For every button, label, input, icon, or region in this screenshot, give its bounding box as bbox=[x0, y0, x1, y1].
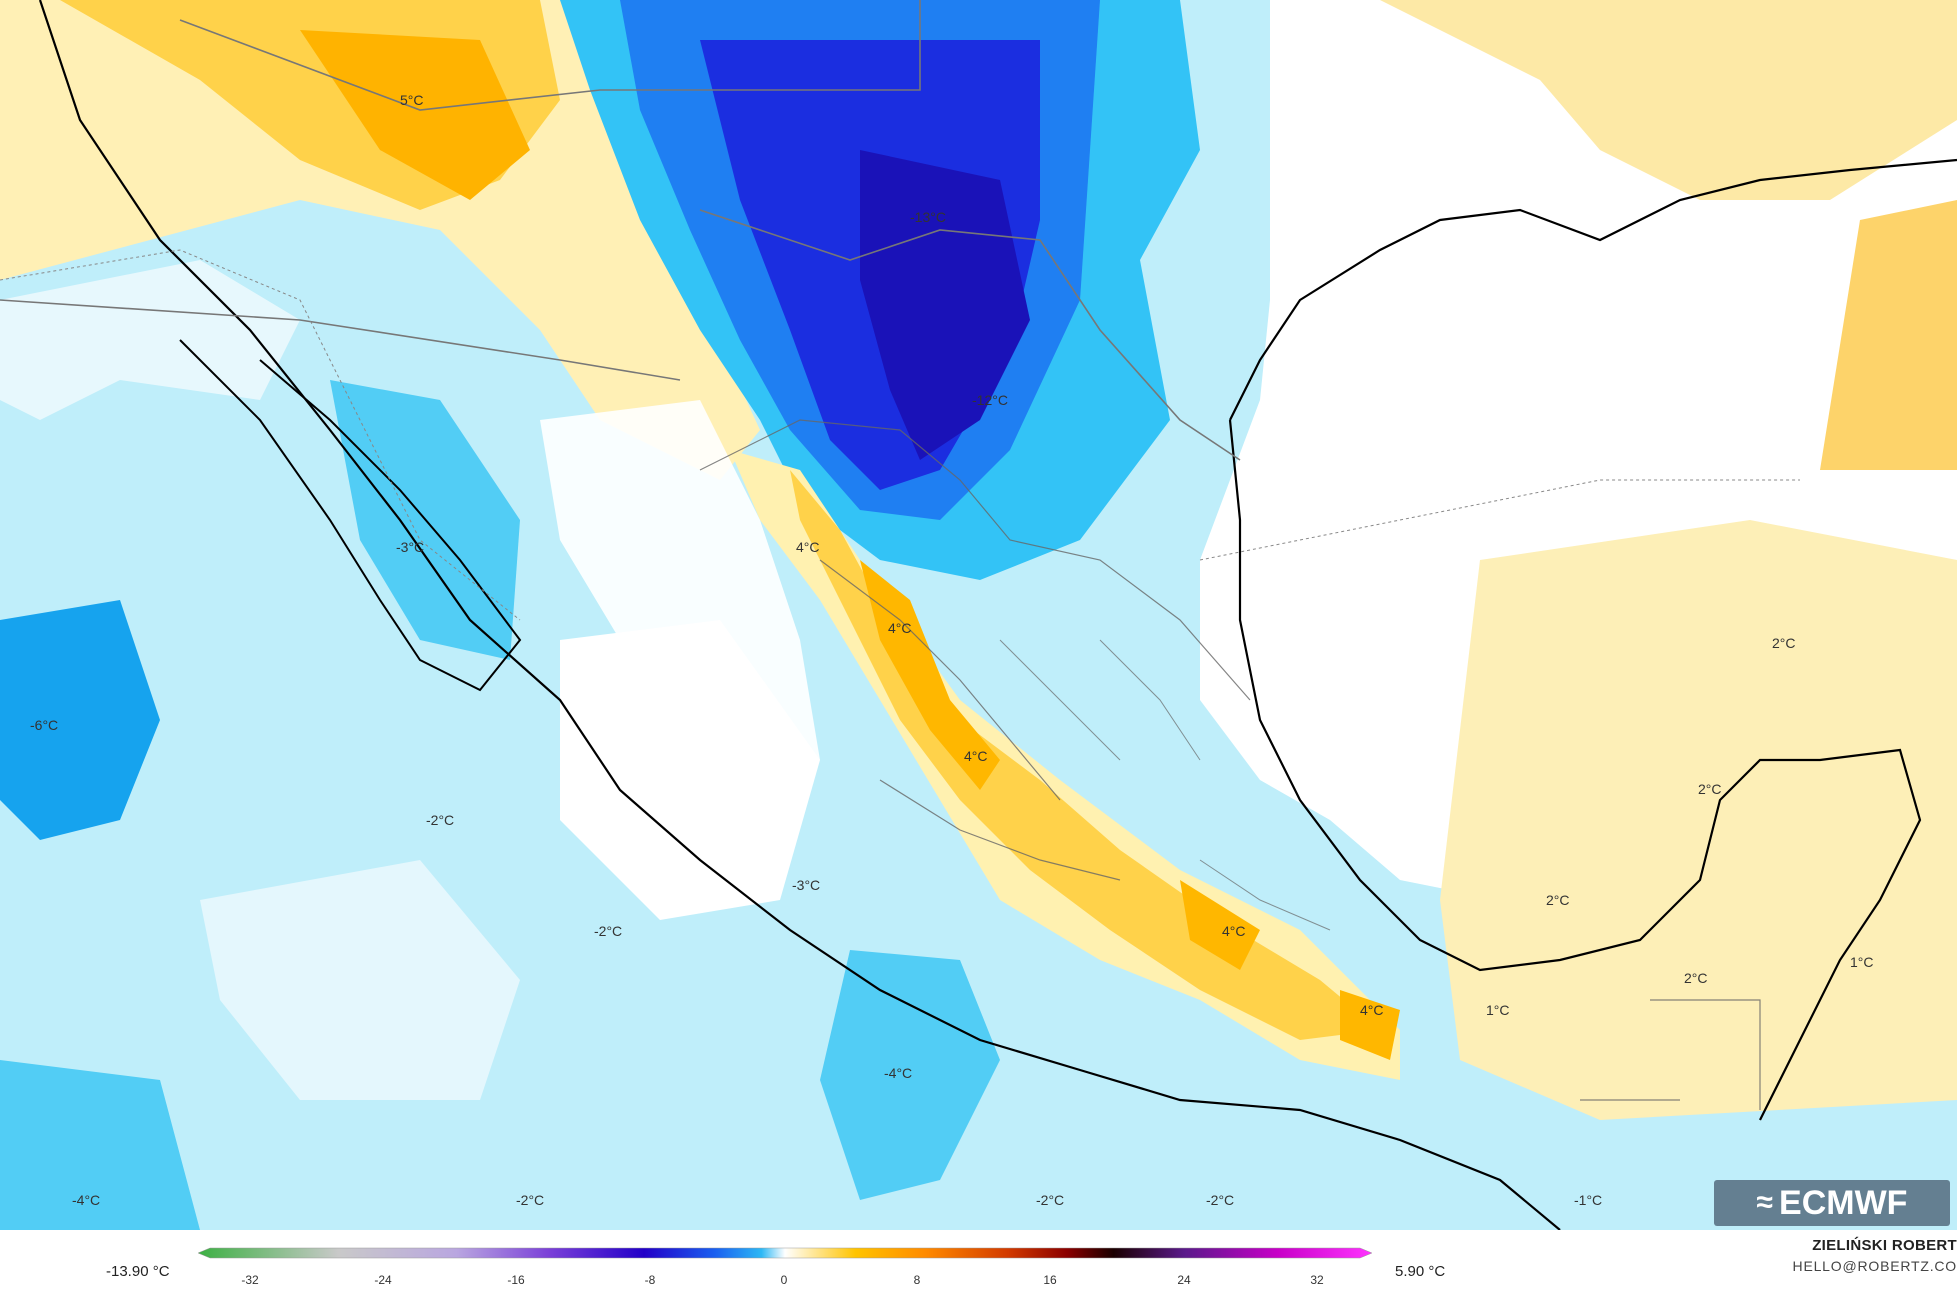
contour-label: 2°C bbox=[1684, 970, 1708, 986]
contour-label: 4°C bbox=[1360, 1002, 1384, 1018]
contour-label: 1°C bbox=[1486, 1002, 1510, 1018]
author-credit: ZIELIŃSKI ROBERT bbox=[1812, 1237, 1957, 1254]
contour-label: 4°C bbox=[888, 620, 912, 636]
contour-label: -6°C bbox=[30, 717, 58, 733]
contour-label: -2°C bbox=[516, 1192, 544, 1208]
legend-tick: 24 bbox=[1177, 1273, 1191, 1287]
legend-tick: -8 bbox=[644, 1273, 656, 1287]
logo-text: ECMWF bbox=[1779, 1183, 1908, 1222]
contour-label: -2°C bbox=[426, 812, 454, 828]
contour-label: -2°C bbox=[1206, 1192, 1234, 1208]
contour-label: -3°C bbox=[792, 877, 820, 893]
contour-label: -13°C bbox=[910, 209, 946, 225]
legend-tick: 8 bbox=[913, 1273, 921, 1287]
contour-label: -4°C bbox=[72, 1192, 100, 1208]
ecmwf-logo-icon: ≈ bbox=[1756, 1186, 1774, 1219]
legend-tick: 0 bbox=[780, 1273, 788, 1287]
contour-label: 1°C bbox=[1850, 954, 1874, 970]
legend-colorbar bbox=[197, 1247, 1373, 1259]
contour-label: 5°C bbox=[400, 92, 424, 108]
legend-tick: 32 bbox=[1310, 1273, 1324, 1287]
contour-label: -2°C bbox=[1036, 1192, 1064, 1208]
contour-label: -2°C bbox=[594, 923, 622, 939]
contour-label: 2°C bbox=[1546, 892, 1570, 908]
ecmwf-logo: ≈ ECMWF bbox=[1714, 1180, 1950, 1226]
temperature-anomaly-map: 5°C -13°C -12°C -3°C 4°C 4°C 4°C -6°C -2… bbox=[0, 0, 1957, 1230]
contour-label: -1°C bbox=[1574, 1192, 1602, 1208]
legend-min-value: -13.90 °C bbox=[106, 1263, 170, 1280]
contour-label: -3°C bbox=[396, 539, 424, 555]
contour-label: -4°C bbox=[884, 1065, 912, 1081]
contour-label: 2°C bbox=[1698, 781, 1722, 797]
legend-tick: -32 bbox=[241, 1273, 259, 1287]
contour-label: 4°C bbox=[964, 748, 988, 764]
legend-tick: -24 bbox=[374, 1273, 392, 1287]
contour-label: 4°C bbox=[796, 539, 820, 555]
legend-max-value: 5.90 °C bbox=[1395, 1263, 1446, 1280]
color-legend bbox=[0, 1230, 1957, 1287]
legend-tick: -16 bbox=[507, 1273, 525, 1287]
contour-label: 2°C bbox=[1772, 635, 1796, 651]
legend-tick: 16 bbox=[1043, 1273, 1057, 1287]
author-contact: HELLO@ROBERTZ.CO bbox=[1792, 1258, 1957, 1274]
contour-label: -12°C bbox=[972, 392, 1008, 408]
contour-label: 4°C bbox=[1222, 923, 1246, 939]
